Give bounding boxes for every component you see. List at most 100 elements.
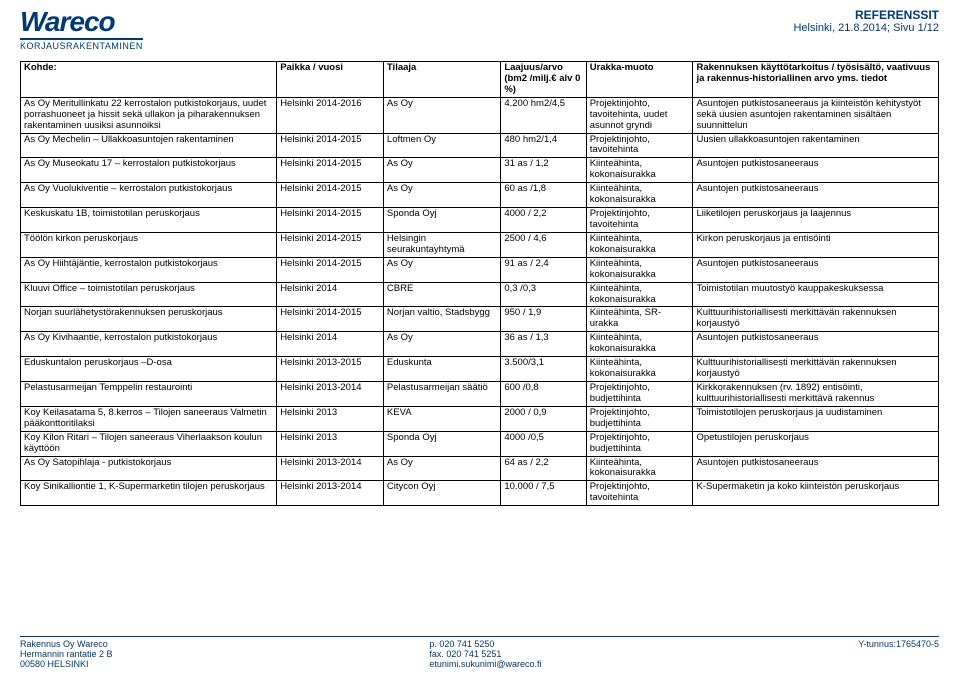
cell-laajuus: 2500 / 4,6	[501, 232, 586, 257]
cell-tilaaja: Pelastusarmeijan säätiö	[383, 381, 500, 406]
cell-tilaaja: Helsingin seurakuntayhtymä	[383, 232, 500, 257]
cell-kohde: Eduskuntalon peruskorjaus –D-osa	[21, 357, 277, 382]
col-rakenn: Rakennuksen käyttötarkoitus / työsisältö…	[693, 62, 939, 98]
table-body: As Oy Meritullinkatu 22 kerrostalon putk…	[21, 97, 939, 505]
cell-kohde: As Oy Kivihaantie, kerrostalon putkistok…	[21, 332, 277, 357]
cell-paikka: Helsinki 2014-2015	[277, 158, 384, 183]
cell-paikka: Helsinki 2013-2014	[277, 381, 384, 406]
cell-paikka: Helsinki 2014-2015	[277, 208, 384, 233]
cell-urakka: Kiinteähinta, kokonaisurakka	[586, 332, 693, 357]
cell-paikka: Helsinki 2013	[277, 431, 384, 456]
footer-addr2: 00580 HELSINKI	[20, 659, 89, 669]
cell-laajuus: 10.000 / 7,5	[501, 481, 586, 506]
cell-kohde: Keskuskatu 1B, toimistotilan peruskorjau…	[21, 208, 277, 233]
header-right: REFERENSSIT Helsinki, 21.8.2014; Sivu 1/…	[793, 8, 939, 51]
cell-laajuus: 2000 / 0,9	[501, 406, 586, 431]
cell-laajuus: 0,3 /0,3	[501, 282, 586, 307]
cell-laajuus: 31 as / 1,2	[501, 158, 586, 183]
table-row: As Oy Hiihtäjäntie, kerrostalon putkisto…	[21, 257, 939, 282]
cell-paikka: Helsinki 2014-2015	[277, 133, 384, 158]
table-row: As Oy Satopihlaja - putkistokorjausHelsi…	[21, 456, 939, 481]
footer-fax: fax. 020 741 5251	[429, 649, 501, 659]
cell-tilaaja: As Oy	[383, 456, 500, 481]
cell-kohde: Koy Kilon Ritari – Tilojen saneeraus Vih…	[21, 431, 277, 456]
cell-urakka: Kiinteähinta, kokonaisurakka	[586, 357, 693, 382]
cell-urakka: Projektinjohto, budjettihinta	[586, 431, 693, 456]
cell-tilaaja: Sponda Oyj	[383, 208, 500, 233]
cell-paikka: Helsinki 2014-2015	[277, 307, 384, 332]
cell-kohde: As Oy Vuolukiventie – kerrostalon putkis…	[21, 183, 277, 208]
cell-paikka: Helsinki 2014	[277, 282, 384, 307]
footer-contact: p. 020 741 5250 fax. 020 741 5251 etunim…	[429, 639, 541, 669]
cell-tilaaja: Citycon Oyj	[383, 481, 500, 506]
cell-tilaaja: As Oy	[383, 332, 500, 357]
footer-addr1: Hermannin rantatie 2 B	[20, 649, 113, 659]
cell-rakenn: Asuntojen putkistosaneeraus	[693, 332, 939, 357]
footer-email: etunimi.sukunimi@wareco.fi	[429, 659, 541, 669]
table-row: Koy Kilon Ritari – Tilojen saneeraus Vih…	[21, 431, 939, 456]
cell-kohde: As Oy Hiihtäjäntie, kerrostalon putkisto…	[21, 257, 277, 282]
table-row: Norjan suurlähetystörakennuksen peruskor…	[21, 307, 939, 332]
cell-kohde: Pelastusarmeijan Temppelin restaurointi	[21, 381, 277, 406]
cell-laajuus: 3.500/3,1	[501, 357, 586, 382]
cell-rakenn: Kulttuurihistoriallisesti merkittävän ra…	[693, 357, 939, 382]
col-urakka: Urakka-muoto	[586, 62, 693, 98]
table-row: As Oy Kivihaantie, kerrostalon putkistok…	[21, 332, 939, 357]
table-row: Koy Keilasatama 5, 8.kerros – Tilojen sa…	[21, 406, 939, 431]
cell-paikka: Helsinki 2013-2014	[277, 456, 384, 481]
cell-urakka: Kiinteähinta, kokonaisurakka	[586, 456, 693, 481]
cell-urakka: Kiinteähinta, SR-urakka	[586, 307, 693, 332]
header-date: Helsinki, 21.8.2014; Sivu 1/12	[793, 22, 939, 34]
cell-kohde: Koy Keilasatama 5, 8.kerros – Tilojen sa…	[21, 406, 277, 431]
logo: Wareco KORJAUSRAKENTAMINEN	[20, 8, 143, 51]
table-row: Kluuvi Office – toimistotilan peruskorja…	[21, 282, 939, 307]
table-row: As Oy Vuolukiventie – kerrostalon putkis…	[21, 183, 939, 208]
cell-tilaaja: Loftmen Oy	[383, 133, 500, 158]
cell-tilaaja: Eduskunta	[383, 357, 500, 382]
table-wrapper: Kohde: Paikka / vuosi Tilaaja Laajuus/ar…	[0, 55, 959, 506]
cell-rakenn: Asuntojen putkistosaneeraus	[693, 183, 939, 208]
cell-urakka: Projektinjohto, tavoitehinta	[586, 481, 693, 506]
cell-urakka: Kiinteähinta, kokonaisurakka	[586, 232, 693, 257]
page-header: Wareco KORJAUSRAKENTAMINEN REFERENSSIT H…	[0, 0, 959, 55]
table-row: As Oy Meritullinkatu 22 kerrostalon putk…	[21, 97, 939, 133]
table-header-row: Kohde: Paikka / vuosi Tilaaja Laajuus/ar…	[21, 62, 939, 98]
cell-rakenn: Asuntojen putkistosaneeraus ja kiinteist…	[693, 97, 939, 133]
footer-company: Rakennus Oy Wareco Hermannin rantatie 2 …	[20, 639, 113, 669]
cell-urakka: Kiinteähinta, kokonaisurakka	[586, 158, 693, 183]
cell-laajuus: 64 as / 2,2	[501, 456, 586, 481]
cell-kohde: Kluuvi Office – toimistotilan peruskorja…	[21, 282, 277, 307]
col-laajuus: Laajuus/arvo (bm2 /milj.€ alv 0 %)	[501, 62, 586, 98]
cell-tilaaja: Norjan valtio, Stadsbygg	[383, 307, 500, 332]
col-tilaaja: Tilaaja	[383, 62, 500, 98]
logo-text: Wareco	[20, 8, 143, 36]
cell-tilaaja: As Oy	[383, 158, 500, 183]
cell-tilaaja: As Oy	[383, 97, 500, 133]
col-kohde: Kohde:	[21, 62, 277, 98]
cell-rakenn: Toimistotilan muutostyö kauppakeskuksess…	[693, 282, 939, 307]
cell-urakka: Projektinjohto, budjettihinta	[586, 406, 693, 431]
cell-rakenn: Kulttuurihistoriallisesti merkittävän ra…	[693, 307, 939, 332]
cell-laajuus: 60 as /1,8	[501, 183, 586, 208]
cell-laajuus: 36 as / 1,3	[501, 332, 586, 357]
footer-phone: p. 020 741 5250	[429, 639, 494, 649]
cell-kohde: As Oy Meritullinkatu 22 kerrostalon putk…	[21, 97, 277, 133]
cell-paikka: Helsinki 2013	[277, 406, 384, 431]
cell-kohde: Norjan suurlähetystörakennuksen peruskor…	[21, 307, 277, 332]
reference-table: Kohde: Paikka / vuosi Tilaaja Laajuus/ar…	[20, 61, 939, 506]
cell-paikka: Helsinki 2013-2015	[277, 357, 384, 382]
header-title: REFERENSSIT	[793, 8, 939, 22]
page-footer: Rakennus Oy Wareco Hermannin rantatie 2 …	[20, 636, 939, 669]
cell-laajuus: 480 hm2/1,4	[501, 133, 586, 158]
cell-rakenn: Asuntojen putkistosaneeraus	[693, 456, 939, 481]
table-row: As Oy Mechelin – Ullakkoasuntojen rakent…	[21, 133, 939, 158]
table-row: As Oy Museokatu 17 – kerrostalon putkist…	[21, 158, 939, 183]
cell-rakenn: Kirkkorakennuksen (rv. 1892) entisöinti,…	[693, 381, 939, 406]
cell-urakka: Kiinteähinta, kokonaisurakka	[586, 257, 693, 282]
cell-kohde: As Oy Museokatu 17 – kerrostalon putkist…	[21, 158, 277, 183]
cell-urakka: Projektinjohto, budjettihinta	[586, 381, 693, 406]
cell-tilaaja: As Oy	[383, 183, 500, 208]
cell-urakka: Projektinjohto, tavoitehinta	[586, 133, 693, 158]
cell-laajuus: 4000 /0,5	[501, 431, 586, 456]
cell-urakka: Projektinjohto, tavoitehinta, uudet asun…	[586, 97, 693, 133]
